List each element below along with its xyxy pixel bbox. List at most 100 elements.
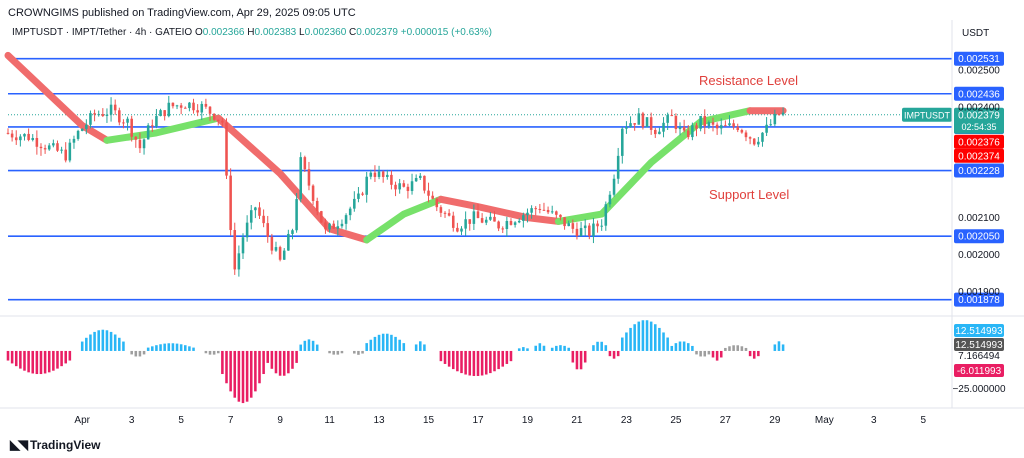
histogram-bar	[398, 339, 401, 351]
histogram-bar	[456, 350, 459, 372]
candle-body	[695, 125, 698, 129]
candle-body	[719, 125, 723, 129]
candle-body	[476, 211, 480, 219]
histogram-bar	[451, 350, 455, 370]
candle-body	[19, 136, 22, 141]
candle-body	[423, 175, 426, 191]
histogram-bar	[118, 337, 121, 351]
histogram-bar	[295, 350, 298, 363]
symbol-legend: IMPTUSDT · IMPT/Tether · 4h · GATEIO O0.…	[12, 27, 492, 38]
histogram-bar	[604, 345, 608, 351]
histogram-bar	[559, 345, 562, 351]
candle-body	[662, 122, 665, 132]
candle-body	[221, 120, 224, 123]
candle-body	[616, 155, 620, 179]
candle-body	[480, 218, 484, 223]
histogram-bar	[732, 345, 735, 351]
candle-body	[332, 223, 335, 229]
histogram-bar	[534, 345, 537, 351]
histogram-bar	[101, 329, 105, 351]
price-change: +0.000015 (+0.63%)	[400, 27, 492, 38]
support-resistance-lines: 0.0025310.0024360.0023460.0022280.002050…	[8, 51, 1004, 307]
histogram-bar	[757, 350, 760, 357]
histogram-bar	[612, 350, 616, 359]
candle-body	[23, 133, 26, 137]
ohlc-h: H0.002383	[244, 27, 297, 38]
histogram-bar	[204, 350, 208, 354]
histogram-bar	[6, 350, 10, 361]
histogram-bar	[773, 344, 777, 351]
candle-body	[138, 139, 142, 149]
histogram-bar	[645, 320, 649, 351]
candle-body	[427, 190, 430, 196]
histogram-bar	[497, 350, 500, 370]
candle-body	[699, 115, 702, 129]
candle-body	[315, 200, 319, 212]
candle-body	[555, 211, 558, 215]
histogram-bar	[80, 341, 84, 351]
histogram-bar	[736, 345, 740, 351]
histogram-bar	[249, 350, 253, 398]
candle-body	[118, 110, 121, 123]
candle-body	[744, 132, 748, 138]
candle-body	[188, 102, 191, 109]
candle-body	[748, 137, 752, 139]
time-tick: 25	[670, 415, 682, 426]
candle-body	[105, 114, 109, 116]
candle-body	[752, 138, 756, 145]
histogram-bar	[216, 350, 220, 354]
candle-body	[101, 114, 105, 116]
histogram-bar	[447, 350, 451, 367]
histogram-bar	[678, 341, 682, 351]
histogram-bar	[621, 337, 624, 351]
level-label-bg	[954, 163, 1004, 178]
candle-body	[649, 117, 653, 130]
time-tick: 5	[920, 415, 926, 426]
histogram-bar	[592, 345, 595, 351]
ribbon-down	[437, 195, 562, 225]
candle-body	[299, 157, 302, 200]
level-label: 0.002228	[958, 166, 1000, 177]
histogram-bar	[402, 343, 406, 351]
histogram-bar	[501, 350, 505, 367]
histogram-bar	[122, 341, 125, 351]
candle-body	[155, 116, 158, 127]
histogram-bar	[151, 346, 154, 351]
candle-body	[509, 221, 513, 225]
candle-body	[167, 102, 171, 117]
histogram-bar	[134, 350, 138, 357]
histogram-bar	[777, 341, 781, 351]
histogram-bar	[64, 350, 67, 364]
ribbon-up	[363, 195, 445, 244]
histogram-bar	[711, 350, 715, 358]
histogram-bar	[10, 350, 14, 364]
histogram-bar	[468, 350, 472, 376]
candle-body	[464, 219, 467, 229]
candle-body	[736, 126, 740, 131]
indicator-badge: 12.514993	[955, 340, 1003, 351]
candle-body	[583, 225, 587, 229]
candle-body	[563, 217, 566, 227]
histogram-bar	[35, 350, 39, 375]
histogram-bar	[633, 324, 636, 351]
indicator-tick: −25.000000	[952, 384, 1006, 395]
histogram-bar	[262, 350, 265, 375]
candle-body	[443, 212, 447, 214]
histogram-bar	[85, 337, 88, 351]
tradingview-logo-text: TradingView	[30, 438, 101, 452]
candle-body	[592, 223, 595, 237]
histogram-bar	[369, 339, 373, 351]
candle-body	[728, 123, 731, 126]
histogram-bar	[159, 344, 162, 351]
histogram-bar	[443, 350, 447, 364]
histogram-bar	[340, 350, 344, 354]
candle-body	[542, 209, 546, 211]
tradingview-logo[interactable]: ◣◥ TradingView	[10, 437, 100, 453]
candle-body	[278, 247, 282, 260]
candle-body	[456, 227, 459, 232]
candle-body	[89, 113, 92, 125]
histogram-bar	[361, 350, 364, 354]
time-tick: 7	[228, 415, 234, 426]
histogram-bar	[616, 350, 620, 357]
